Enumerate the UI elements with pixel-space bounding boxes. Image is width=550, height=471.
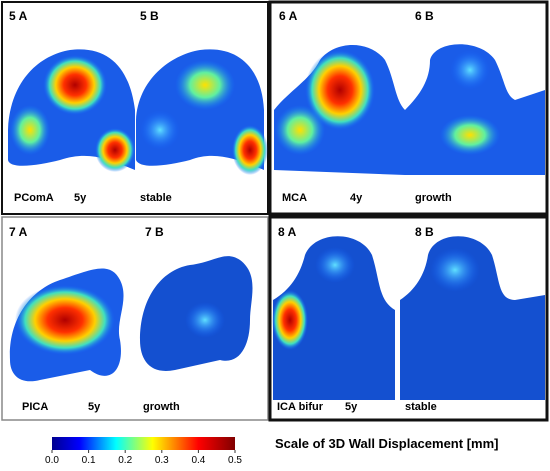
- panel-frame: [1, 216, 269, 421]
- vessel: PComA: [14, 192, 54, 204]
- tick-label: 0.1: [82, 455, 96, 466]
- panel-label: 8 A: [278, 225, 297, 239]
- colorbar: [52, 437, 235, 450]
- vessel: PICA: [22, 401, 48, 413]
- tick-label: 0.3: [155, 455, 169, 466]
- rendering: [8, 44, 545, 400]
- tick-label: 0.2: [118, 455, 132, 466]
- outcome: stable: [140, 192, 172, 204]
- follow-up: 5y: [88, 401, 101, 413]
- tick-label: 0.0: [45, 455, 59, 466]
- colorbar-ticks: 0.0 0.1 0.2 0.3 0.4 0.5: [45, 450, 242, 466]
- panel-label: 7 B: [145, 225, 164, 239]
- vessel: MCA: [282, 192, 307, 204]
- follow-up: 5y: [74, 192, 87, 204]
- colorbar-title: Scale of 3D Wall Displacement [mm]: [275, 436, 498, 451]
- panel-frame: [268, 215, 549, 422]
- tick-label: 0.5: [228, 455, 242, 466]
- panel-label: 7 A: [9, 225, 28, 239]
- panel-label: 6 B: [415, 9, 434, 23]
- panel-label: 6 A: [279, 9, 298, 23]
- panel-label: 5 B: [140, 9, 159, 23]
- panel-label: 8 B: [415, 225, 434, 239]
- vessel: ICA bifur: [277, 401, 324, 413]
- follow-up: 4y: [350, 192, 363, 204]
- panel-label: 5 A: [9, 9, 28, 23]
- panel-frame: [1, 1, 269, 215]
- follow-up: 5y: [345, 401, 358, 413]
- outcome: growth: [143, 401, 180, 413]
- panel-frame: [268, 0, 549, 216]
- outcome: stable: [405, 401, 437, 413]
- outcome: growth: [415, 192, 452, 204]
- tick-label: 0.4: [191, 455, 205, 466]
